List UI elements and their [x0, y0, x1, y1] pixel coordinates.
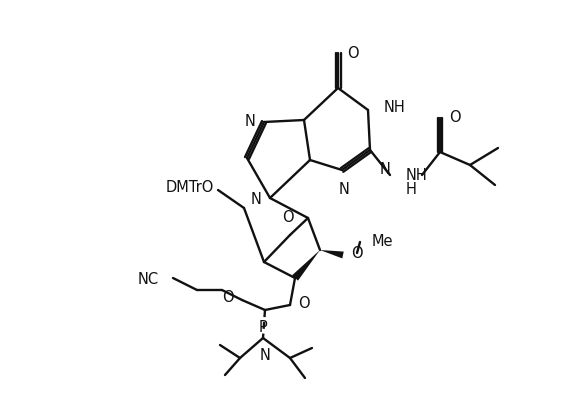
- Text: N: N: [260, 348, 270, 363]
- Text: N: N: [245, 114, 256, 129]
- Text: N: N: [251, 193, 262, 208]
- Text: O: O: [222, 291, 234, 306]
- Text: O: O: [282, 210, 294, 225]
- Polygon shape: [292, 250, 320, 281]
- Text: O: O: [298, 295, 310, 311]
- Text: NC: NC: [138, 271, 159, 287]
- Text: O: O: [449, 110, 460, 125]
- Text: P: P: [259, 320, 268, 335]
- Text: Me: Me: [372, 234, 393, 249]
- Text: NH: NH: [406, 168, 428, 182]
- Text: NH: NH: [384, 101, 406, 116]
- Text: DMTrO: DMTrO: [166, 180, 214, 195]
- Text: N: N: [338, 182, 349, 197]
- Polygon shape: [320, 250, 344, 258]
- Text: O: O: [347, 46, 358, 61]
- Text: N: N: [380, 162, 391, 177]
- Text: O: O: [351, 245, 363, 260]
- Text: H: H: [406, 182, 417, 197]
